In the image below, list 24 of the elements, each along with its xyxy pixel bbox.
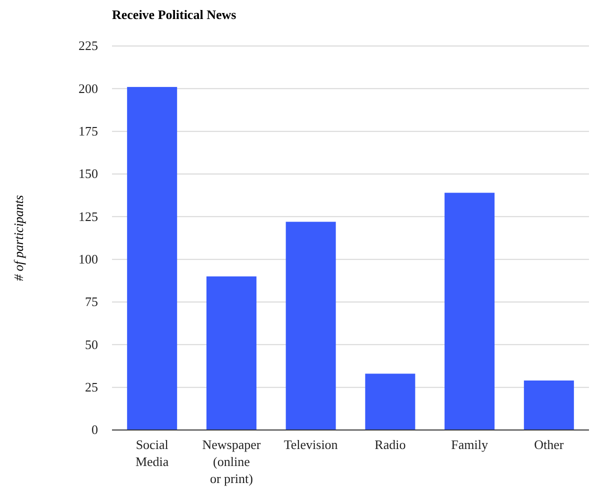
y-tick-label: 75 bbox=[85, 294, 98, 310]
bar bbox=[206, 276, 256, 430]
y-tick-label: 175 bbox=[78, 123, 98, 138]
bar bbox=[286, 222, 336, 430]
y-tick-label: 25 bbox=[85, 379, 98, 394]
y-axis-title: # of participants bbox=[11, 195, 26, 281]
bar bbox=[365, 374, 416, 430]
x-tick-label: Television bbox=[284, 437, 338, 452]
y-tick-label: 50 bbox=[85, 336, 98, 352]
bar bbox=[127, 86, 178, 430]
x-tick-label: Other bbox=[534, 437, 564, 452]
y-tick-label: 225 bbox=[78, 38, 98, 54]
y-tick-label: 150 bbox=[78, 166, 98, 182]
y-tick-label: 200 bbox=[78, 80, 98, 96]
bar bbox=[444, 192, 495, 430]
y-tick-label: 100 bbox=[78, 251, 98, 266]
x-tick-label: Social Media bbox=[135, 437, 169, 470]
y-tick-label: 125 bbox=[78, 208, 98, 224]
x-tick-label: Radio bbox=[374, 437, 406, 452]
x-tick-label: Family bbox=[451, 437, 488, 452]
y-tick-label: 0 bbox=[92, 422, 98, 438]
bar bbox=[524, 380, 574, 430]
chart-title: Receive Political News bbox=[112, 7, 236, 22]
x-tick-label: Newspaper (online or print) bbox=[202, 437, 262, 486]
